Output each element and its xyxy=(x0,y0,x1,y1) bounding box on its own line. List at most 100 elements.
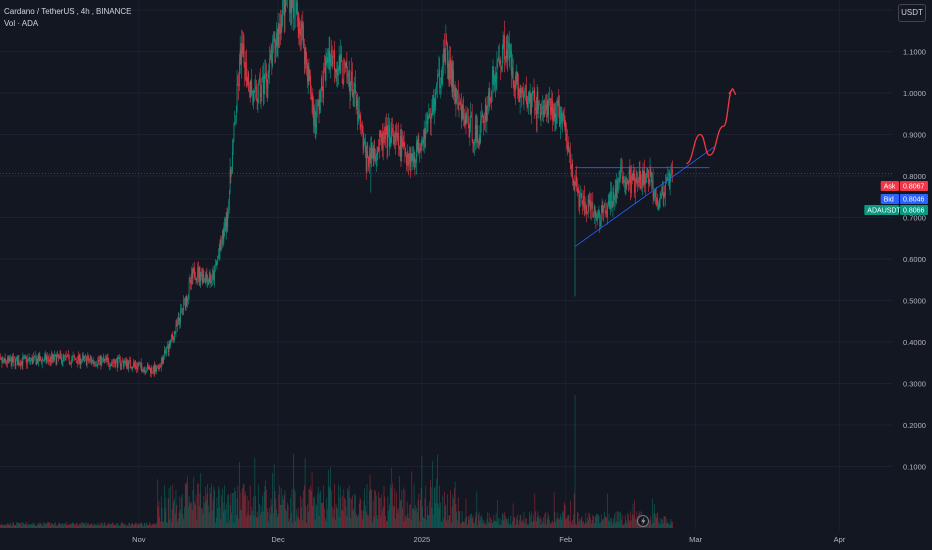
candle-body xyxy=(187,294,189,299)
candle-body xyxy=(61,361,63,364)
candle-body xyxy=(208,279,210,282)
volume-bar xyxy=(191,502,192,528)
candle-body xyxy=(573,179,574,187)
volume-bar xyxy=(8,524,10,528)
volume-bar xyxy=(202,513,204,528)
candle-body xyxy=(198,267,199,279)
candle xyxy=(282,0,284,27)
candle xyxy=(0,353,1,361)
volume-bar xyxy=(541,519,543,528)
volume-bar xyxy=(454,481,456,528)
candle-body xyxy=(521,88,522,94)
candle xyxy=(148,365,150,370)
candle-body xyxy=(122,361,123,362)
time-axis[interactable]: Nov Dec 2025 Feb Mar Apr xyxy=(132,535,846,544)
volume-bar xyxy=(570,521,572,528)
volume-bar xyxy=(360,499,362,528)
volume-bar xyxy=(6,525,7,528)
volume-bar xyxy=(222,502,224,528)
candle-body xyxy=(601,204,603,212)
candle-body xyxy=(622,176,624,179)
candle xyxy=(69,360,71,366)
candle-body xyxy=(347,75,348,77)
candle xyxy=(283,0,285,34)
candle xyxy=(133,361,135,368)
candle xyxy=(618,169,620,184)
volume-bar xyxy=(375,495,377,528)
volume-bar xyxy=(479,520,481,528)
candle xyxy=(439,57,441,95)
candle xyxy=(41,356,43,369)
volume-bar xyxy=(234,487,236,528)
candle-body xyxy=(478,137,480,143)
candle xyxy=(106,355,107,363)
candle xyxy=(478,125,480,150)
volume-bar xyxy=(167,498,169,528)
volume-bar xyxy=(542,517,544,528)
candle xyxy=(487,95,488,122)
volume-bar xyxy=(379,498,381,528)
price-tag: Ask 0.8067 xyxy=(880,181,928,191)
volume-bar xyxy=(375,490,376,528)
volume-bar xyxy=(23,523,24,528)
candle xyxy=(13,353,14,367)
volume-bar xyxy=(491,523,493,528)
candle xyxy=(457,80,459,111)
currency-button[interactable]: USDT xyxy=(898,4,926,22)
price-tick-label: 0.8000 xyxy=(903,172,926,181)
candle xyxy=(481,110,483,118)
legend-volume[interactable]: Vol · ADA xyxy=(4,19,39,28)
candle-body xyxy=(542,106,543,109)
candle-body xyxy=(543,110,545,115)
candle-body xyxy=(535,108,536,111)
volume-bar xyxy=(140,522,142,528)
volume-bar xyxy=(152,523,154,528)
candle xyxy=(602,200,604,221)
candle xyxy=(266,63,267,98)
candle xyxy=(431,99,433,119)
lightning-icon[interactable] xyxy=(637,515,649,527)
volume-bar xyxy=(559,513,561,528)
candle xyxy=(617,177,619,194)
candle-body xyxy=(490,100,492,104)
candle xyxy=(655,188,656,205)
candle-body xyxy=(477,142,479,144)
volume-bar xyxy=(109,524,111,528)
volume-bar xyxy=(180,509,181,528)
candle-body xyxy=(355,92,357,107)
volume-bar xyxy=(624,515,626,528)
volume-bar xyxy=(140,523,141,528)
candle xyxy=(555,102,557,131)
candle xyxy=(135,359,137,371)
candle xyxy=(453,60,454,101)
candle-body xyxy=(544,110,546,111)
candle-body xyxy=(470,115,471,128)
candle-body xyxy=(1,358,3,364)
candle xyxy=(96,363,98,368)
candle xyxy=(462,99,464,120)
candle-body xyxy=(94,361,96,365)
volume-bar xyxy=(456,512,458,528)
candle-body xyxy=(488,92,490,99)
candle xyxy=(645,173,646,196)
candle-body xyxy=(120,364,122,367)
candle xyxy=(324,56,326,82)
candle xyxy=(535,96,537,132)
candle xyxy=(434,89,436,114)
symbol-row[interactable]: Cardano / TetherUS, 4h, BINANCE xyxy=(4,7,132,16)
candle-body xyxy=(402,138,403,147)
volume-bar xyxy=(328,486,330,528)
candle-body xyxy=(466,116,468,124)
candle-body xyxy=(194,277,196,280)
candle xyxy=(94,361,96,367)
volume-bar xyxy=(201,507,203,528)
volume-bar xyxy=(314,519,316,528)
candle xyxy=(349,70,351,109)
volume-bar xyxy=(289,518,290,528)
candle-body xyxy=(340,54,342,74)
volume-bar xyxy=(382,506,384,528)
price-tick-label: 0.9000 xyxy=(903,131,926,140)
candle xyxy=(99,356,100,366)
candle-body xyxy=(614,188,616,197)
